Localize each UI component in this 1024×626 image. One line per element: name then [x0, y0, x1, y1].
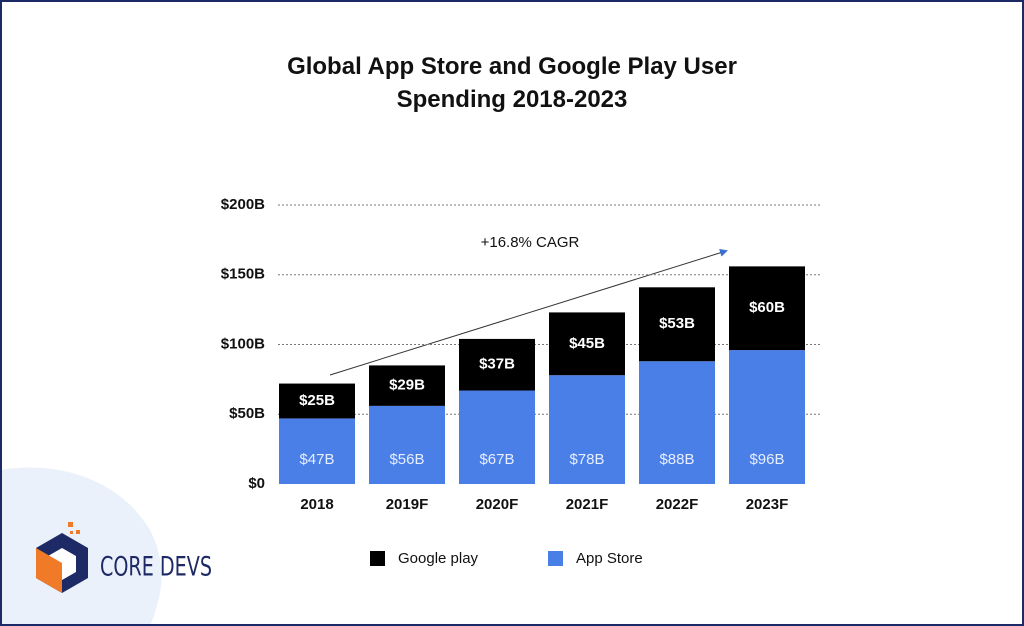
cagr-arrow	[329, 248, 728, 376]
logo-text: CORE DEVS	[100, 552, 212, 583]
legend-swatch	[370, 551, 385, 566]
data-label: $78B	[569, 451, 604, 468]
data-label: $56B	[389, 451, 424, 468]
data-label: $60B	[749, 299, 785, 316]
data-label: $53B	[659, 315, 695, 332]
bar-segment	[549, 375, 625, 484]
y-tick-label: $0	[248, 475, 265, 492]
annotation: +16.8% CAGR	[481, 234, 580, 251]
legend-swatch	[548, 551, 563, 566]
y-tick-label: $200B	[221, 196, 265, 213]
x-tick-label: 2023F	[746, 496, 789, 513]
bar-segment	[639, 287, 715, 362]
x-tick-label: 2018	[300, 496, 333, 513]
legend-label: App Store	[576, 550, 643, 567]
data-label: $47B	[299, 451, 334, 468]
data-label: $29B	[389, 377, 425, 394]
x-tick-label: 2020F	[476, 496, 519, 513]
data-label: $25B	[299, 392, 335, 409]
y-tick-label: $100B	[221, 335, 265, 352]
data-label: $37B	[479, 356, 515, 373]
y-tick-label: $150B	[221, 266, 265, 283]
x-tick-label: 2021F	[566, 496, 609, 513]
bar-segment	[279, 383, 355, 419]
x-tick-label: 2022F	[656, 496, 699, 513]
bar-segment	[369, 365, 445, 406]
bar-segment	[639, 361, 715, 484]
bar-segment	[459, 390, 535, 484]
chart-title: Global App Store and Google Play User Sp…	[287, 53, 737, 113]
bar-segment	[279, 418, 355, 484]
x-tick-label: 2019F	[386, 496, 429, 513]
data-label: $67B	[479, 451, 514, 468]
bar-segment	[729, 350, 805, 484]
data-label: $45B	[569, 335, 605, 352]
legend-label: Google play	[398, 550, 479, 567]
y-tick-label: $50B	[229, 405, 265, 422]
logo-icon	[36, 522, 88, 593]
data-label: $88B	[659, 451, 694, 468]
bar-segment	[369, 405, 445, 484]
bar-segment	[549, 312, 625, 376]
data-label: $96B	[749, 451, 784, 468]
bar-segment	[729, 266, 805, 351]
bar-segment	[459, 338, 535, 391]
